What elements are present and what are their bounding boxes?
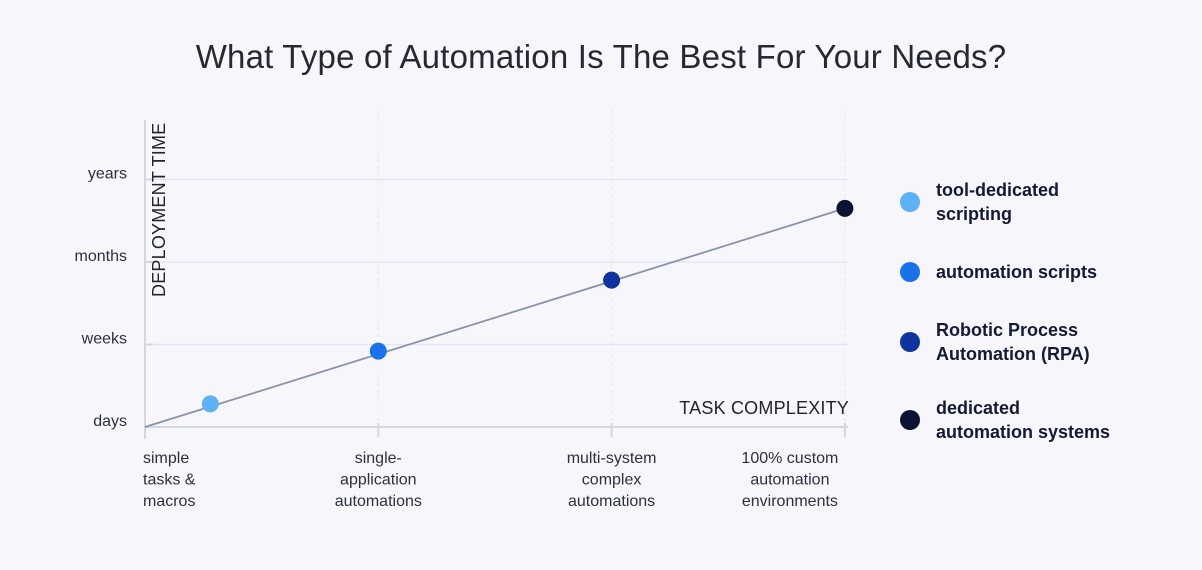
data-point: [201, 395, 219, 413]
data-point: [836, 199, 854, 217]
x-tick-label: simple tasks & macros: [143, 450, 196, 510]
x-axis-title: TASK COMPLEXITY: [679, 398, 849, 418]
trend-line: [144, 207, 846, 428]
legend-label: dedicated automation systems: [936, 398, 1111, 442]
data-point: [369, 342, 387, 360]
y-tick-label: weeks: [81, 331, 127, 348]
y-tick-label: months: [75, 248, 127, 265]
trend-line-group: [144, 207, 846, 428]
legend-item: Robotic Process Automation (RPA): [900, 318, 1090, 366]
y-axis-title: DEPLOYMENT TIME: [149, 123, 169, 297]
x-tick-label: multi-system complex automations: [567, 450, 657, 510]
x-tick-label: single-application automations: [335, 450, 422, 510]
y-tick-labels: days weeks months years: [75, 166, 127, 431]
legend-item: automation scripts: [900, 260, 1097, 284]
legend-swatch: [900, 262, 920, 282]
legend-item: tool-dedicated scripting: [900, 178, 1059, 226]
legend-label: automation scripts: [936, 262, 1098, 282]
y-tick-label: years: [88, 166, 127, 183]
grid-lines: [145, 110, 848, 427]
legend-swatch: [900, 192, 920, 212]
data-points: [201, 199, 854, 413]
legend-item: dedicated automation systems: [900, 396, 1110, 444]
axes: [144, 120, 848, 439]
x-tick-labels: simple tasks & macros single-application aut…: [143, 450, 838, 510]
chart-title: What Type of Automation Is The Best For …: [195, 38, 1007, 75]
legend-label: Robotic Process Automation (RPA): [936, 320, 1090, 364]
legend-swatch: [900, 410, 920, 430]
data-point: [603, 271, 621, 289]
legend-label: tool-dedicated scripting: [936, 180, 1060, 224]
y-tick-label: days: [93, 413, 127, 430]
legend-swatch: [900, 332, 920, 352]
x-tick-label: 100% custom automation environments: [741, 450, 838, 510]
